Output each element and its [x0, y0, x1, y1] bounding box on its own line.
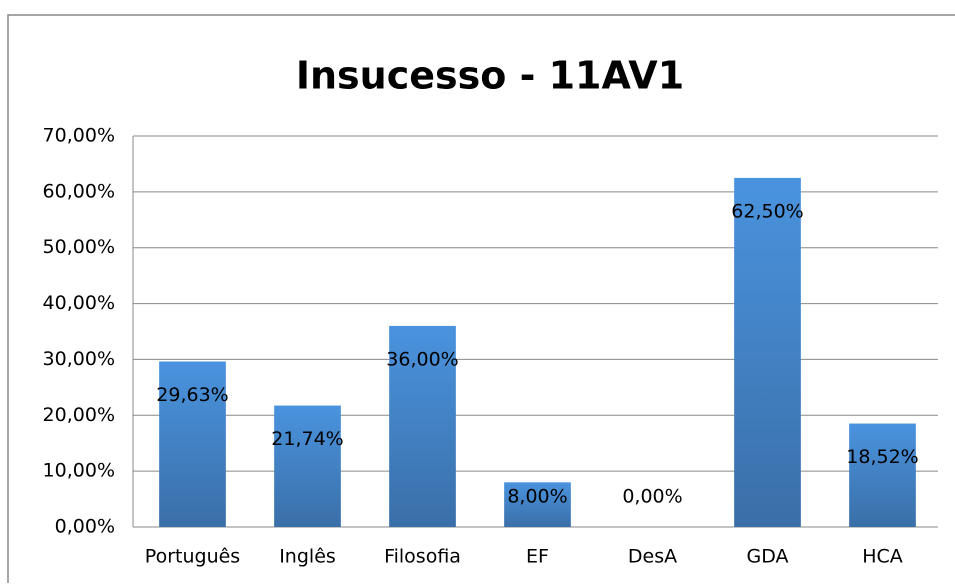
data-label: 18,52%: [846, 446, 918, 468]
y-tick-label: 60,00%: [43, 180, 115, 202]
bar: [849, 423, 916, 527]
y-tick-label: 0,00%: [55, 516, 115, 538]
y-tick-label: 40,00%: [43, 292, 115, 314]
x-tick-label: GDA: [746, 546, 788, 568]
bar: [159, 361, 226, 527]
chart-border: [7, 14, 955, 587]
x-tick-label: DesA: [628, 546, 677, 568]
data-label: 8,00%: [507, 486, 567, 508]
y-tick-label: 10,00%: [43, 460, 115, 482]
y-tick-label: 50,00%: [43, 236, 115, 258]
bar: [734, 177, 801, 527]
data-label: 36,00%: [386, 348, 458, 370]
data-label: 0,00%: [622, 486, 682, 508]
y-tick-label: 70,00%: [43, 125, 115, 147]
x-tick-label: EF: [526, 546, 549, 568]
data-label: 29,63%: [156, 384, 228, 406]
chart-title: Insucesso - 11AV1: [296, 54, 684, 98]
x-tick-label: Filosofia: [384, 546, 461, 568]
bar: [389, 325, 456, 527]
bar: [274, 405, 341, 527]
y-tick-label: 30,00%: [43, 348, 115, 370]
data-label: 62,50%: [731, 200, 803, 222]
x-tick-label: Inglês: [279, 546, 336, 568]
data-label: 21,74%: [271, 428, 343, 450]
x-tick-label: Português: [145, 546, 240, 568]
bar: [504, 482, 571, 527]
x-tick-label: HCA: [862, 546, 903, 568]
y-tick-label: 20,00%: [43, 404, 115, 426]
